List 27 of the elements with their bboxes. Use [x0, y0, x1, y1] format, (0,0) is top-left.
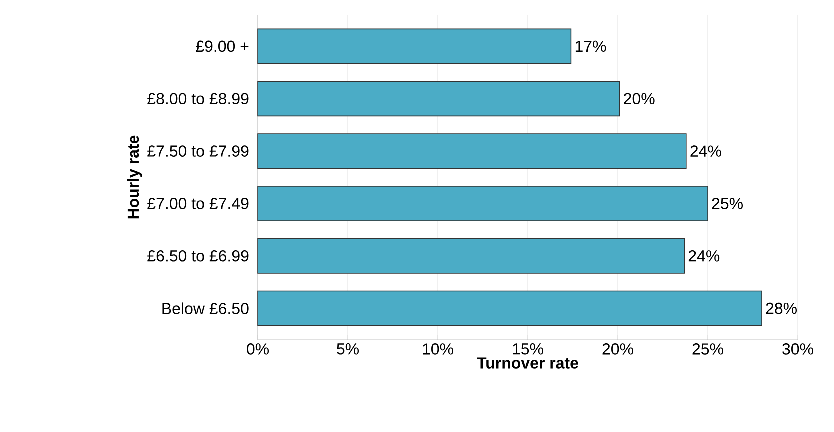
y-tick-label: Below £6.50 — [162, 302, 249, 314]
bar — [258, 186, 708, 222]
y-tick-label: £7.50 to £7.99 — [148, 146, 249, 157]
data-label: 17% — [576, 40, 606, 52]
x-tick-label: 20% — [602, 344, 634, 355]
data-label: 20% — [624, 93, 655, 105]
data-label: 24% — [688, 250, 720, 262]
x-tick-label: 15% — [513, 344, 544, 355]
data-label: 28% — [766, 302, 797, 314]
x-axis-title: Turnover rate — [477, 358, 578, 369]
bar — [258, 28, 572, 64]
x-tick-label: 5% — [337, 344, 359, 355]
bar — [258, 81, 620, 117]
bar — [258, 290, 762, 326]
y-tick-label: £6.50 to £6.99 — [148, 250, 249, 262]
y-tick-label: £7.00 to £7.49 — [148, 198, 249, 210]
x-tick-label: 0% — [247, 344, 269, 355]
bar — [258, 134, 687, 169]
x-tick-label: 10% — [423, 344, 454, 355]
y-tick-label: £8.00 to £8.99 — [148, 93, 249, 105]
x-tick-label: 25% — [692, 344, 724, 355]
bar — [258, 238, 686, 274]
data-label: 25% — [712, 198, 743, 210]
y-axis-title: Hourly rate — [127, 136, 142, 219]
x-tick-label: 30% — [782, 344, 814, 355]
y-tick-label: £9.00 + — [196, 40, 249, 52]
data-label: 24% — [690, 146, 722, 157]
